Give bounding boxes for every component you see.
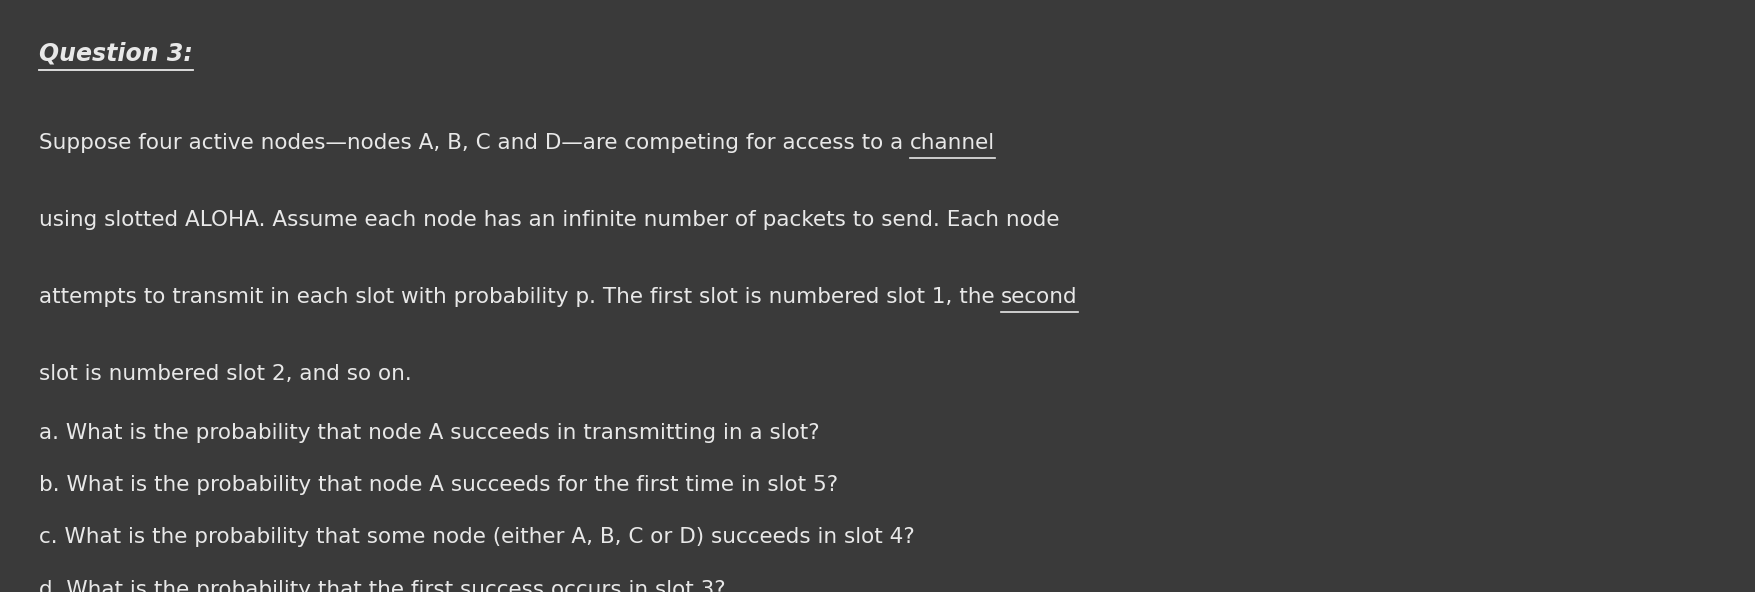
Text: attempts to transmit in each slot with probability p. The first slot is numbered: attempts to transmit in each slot with p… (39, 287, 1000, 307)
Text: d. What is the probability that the first success occurs in slot 3?: d. What is the probability that the firs… (39, 580, 725, 592)
Text: channel: channel (909, 133, 995, 153)
Text: Question 3:: Question 3: (39, 41, 193, 66)
Text: Suppose four active nodes—nodes A, B, C and D—are competing for access to a: Suppose four active nodes—nodes A, B, C … (39, 133, 909, 153)
Text: b. What is the probability that node A succeeds for the first time in slot 5?: b. What is the probability that node A s… (39, 475, 837, 496)
Text: using slotted ALOHA. Assume each node has an infinite number of packets to send.: using slotted ALOHA. Assume each node ha… (39, 210, 1058, 230)
Text: slot is numbered slot 2, and so on.: slot is numbered slot 2, and so on. (39, 364, 411, 384)
Text: second: second (1000, 287, 1078, 307)
Text: a. What is the probability that node A succeeds in transmitting in a slot?: a. What is the probability that node A s… (39, 423, 820, 443)
Text: c. What is the probability that some node (either A, B, C or D) succeeds in slot: c. What is the probability that some nod… (39, 527, 914, 548)
